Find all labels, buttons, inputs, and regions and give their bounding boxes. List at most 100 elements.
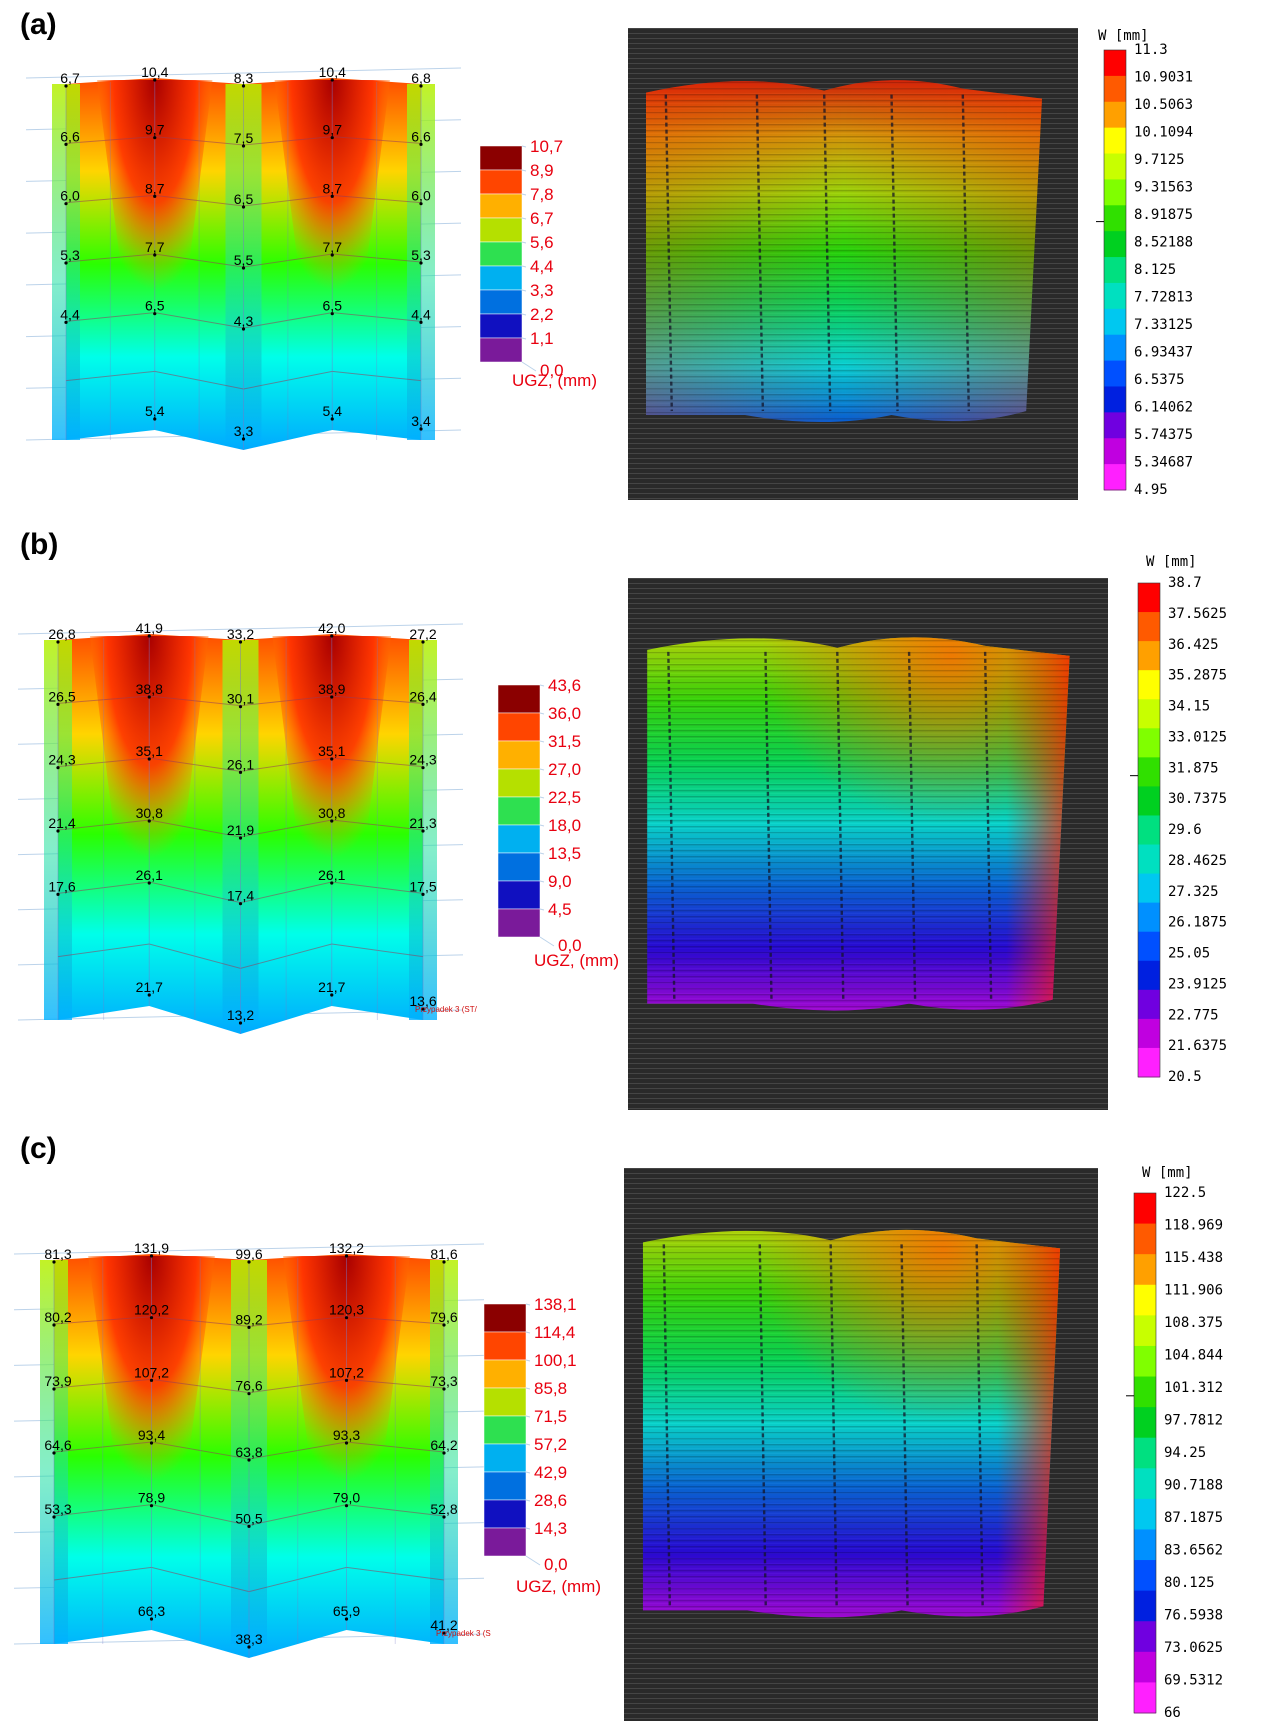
- fem-legend-unit: UGZ, (mm): [534, 951, 619, 970]
- fem-node-dot: [247, 1524, 251, 1528]
- dic-legend-value: 38.7: [1168, 575, 1202, 591]
- fem-node-dot: [149, 1441, 154, 1445]
- fem-node-value: 5,4: [323, 403, 343, 419]
- fem-shell-plot: 81,3 131,9 99,6 132,2 81,6 80,2 120,2 89,2 120,3…: [13, 1240, 491, 1658]
- panel-b: 26,8 41,9 33,2 42,0 27,2 26,5 38,8 30,1 38,9 26,4…: [17, 554, 1227, 1110]
- dic-legend-value: 101.312: [1164, 1380, 1223, 1396]
- fem-node-dot: [241, 144, 246, 148]
- dic-legend-swatch: [1138, 960, 1160, 991]
- fem-node-value: 21,7: [136, 979, 163, 995]
- fem-node-dot: [330, 78, 334, 82]
- fem-node-value: 131,9: [134, 1240, 169, 1256]
- fem-legend-swatch: [479, 265, 523, 291]
- dic-deformation-photo: [628, 578, 1108, 1110]
- fem-node-value: 8,7: [323, 180, 343, 196]
- fem-legend-swatch: [483, 1471, 527, 1501]
- fem-node-dot: [442, 1260, 446, 1264]
- dic-legend-swatch: [1138, 873, 1160, 904]
- fem-legend-value: 8,9: [530, 161, 554, 180]
- dic-legend-value: 7.72813: [1134, 290, 1193, 306]
- fem-node-value: 89,2: [235, 1311, 262, 1327]
- fem-legend-value: 43,6: [548, 676, 581, 695]
- dic-legend-swatch: [1104, 282, 1126, 310]
- fem-load-case-note: Przypadek 3 (S: [436, 1629, 491, 1638]
- fem-node-dot: [344, 1316, 349, 1320]
- dic-color-legend: W [mm]11.3 10.9031 10.5063 10.1094 9.7125 9.3…: [1096, 28, 1193, 498]
- dic-legend-swatch: [1138, 1047, 1160, 1078]
- dic-legend-value: 33.0125: [1168, 729, 1227, 745]
- fem-color-legend: 43,6 36,0 31,5 27,0 22,5 18,0 13,5 9,0 4,5 0,0UGZ…: [497, 676, 619, 970]
- fem-node-value: 38,3: [235, 1631, 262, 1647]
- fem-node-dot: [64, 320, 68, 324]
- fem-node-value: 26,1: [227, 756, 254, 772]
- dic-legend-swatch: [1134, 1254, 1156, 1286]
- fem-legend-swatch: [479, 169, 523, 195]
- fem-node-value: 26,1: [136, 867, 163, 883]
- dic-legend-swatch: [1138, 844, 1160, 875]
- dic-legend-value: 83.6562: [1164, 1543, 1223, 1559]
- fem-node-dot: [330, 417, 334, 421]
- fem-legend-swatch: [497, 852, 541, 882]
- fem-node-dot: [149, 1504, 154, 1508]
- fem-legend-value: 31,5: [548, 732, 581, 751]
- fem-node-dot: [442, 1387, 446, 1391]
- dic-legend-swatch: [1138, 641, 1160, 671]
- dic-legend-value: 94.25: [1164, 1445, 1206, 1461]
- fem-color-legend: 138,1 114,4 100,1 85,8 71,5 57,2 42,9 28,6 14,3 0…: [483, 1295, 601, 1596]
- fem-node-dot: [247, 1458, 251, 1462]
- fem-node-dot: [147, 695, 151, 699]
- fem-legend-value: 10,7: [530, 137, 563, 156]
- fem-node-value: 64,6: [44, 1437, 71, 1453]
- fem-node-value: 9,7: [323, 122, 343, 138]
- fem-legend-value: 14,3: [534, 1519, 567, 1538]
- dic-legend-value: 7.33125: [1134, 317, 1193, 333]
- dic-legend-value: 30.7375: [1168, 791, 1227, 807]
- dic-legend-title: W [mm]: [1146, 554, 1197, 570]
- dic-legend-value: 11.3: [1134, 42, 1168, 58]
- fem-legend-swatch: [479, 313, 523, 339]
- fem-node-value: 78,9: [138, 1490, 165, 1506]
- dic-legend-swatch: [1134, 1621, 1156, 1653]
- fem-legend-swatch: [479, 289, 523, 315]
- dic-legend-value: 10.9031: [1134, 70, 1193, 86]
- fem-node-dot: [344, 1441, 349, 1445]
- fem-node-value: 26,8: [48, 626, 75, 642]
- fem-node-dot: [56, 640, 60, 644]
- fem-legend-value: 57,2: [534, 1435, 567, 1454]
- dic-legend-swatch: [1138, 728, 1160, 758]
- dic-legend-swatch: [1104, 153, 1126, 180]
- fem-node-dot: [147, 993, 151, 997]
- fem-node-dot: [56, 702, 60, 706]
- fem-legend-swatch: [483, 1331, 527, 1361]
- fem-legend-swatch: [483, 1415, 527, 1445]
- fem-node-value: 30,8: [318, 805, 345, 821]
- fem-node-dot: [238, 705, 243, 709]
- fem-node-value: 17,5: [409, 878, 436, 894]
- fem-legend-value: 0,0: [558, 936, 582, 955]
- fem-node-value: 73,3: [430, 1373, 457, 1389]
- dic-legend-swatch: [1138, 757, 1160, 787]
- dic-legend-swatch: [1104, 127, 1126, 155]
- fem-node-dot: [153, 253, 157, 257]
- fem-node-value: 99,6: [235, 1246, 262, 1262]
- fem-node-dot: [56, 892, 60, 896]
- fem-legend-value: 0,0: [544, 1555, 568, 1574]
- fem-legend-value: 18,0: [548, 816, 581, 835]
- dic-legend-value: 27.325: [1168, 884, 1219, 900]
- fem-node-value: 73,9: [44, 1373, 71, 1389]
- panel-a: 6,7 10,4 8,3 10,4 6,8 6,6 9,7 7,5 9,7 6,6 6,0 8,7 6,…: [25, 28, 1193, 500]
- fem-node-value: 53,3: [44, 1501, 71, 1517]
- fem-node-value: 41,2: [430, 1617, 457, 1633]
- dic-legend-swatch: [1138, 815, 1160, 846]
- fem-legend-value: 3,3: [530, 281, 554, 300]
- fem-node-value: 24,3: [48, 752, 75, 768]
- fem-node-value: 79,0: [333, 1490, 360, 1506]
- dic-legend-swatch: [1104, 412, 1126, 439]
- dic-legend-value: 9.31563: [1134, 180, 1193, 196]
- fem-node-value: 6,0: [60, 188, 80, 204]
- dic-legend-value: 23.9125: [1168, 976, 1227, 992]
- fem-legend-swatch: [483, 1359, 527, 1389]
- dic-legend-value: 111.906: [1164, 1283, 1223, 1299]
- dic-legend-value: 10.5063: [1134, 97, 1193, 113]
- fem-legend-swatch: [497, 880, 541, 910]
